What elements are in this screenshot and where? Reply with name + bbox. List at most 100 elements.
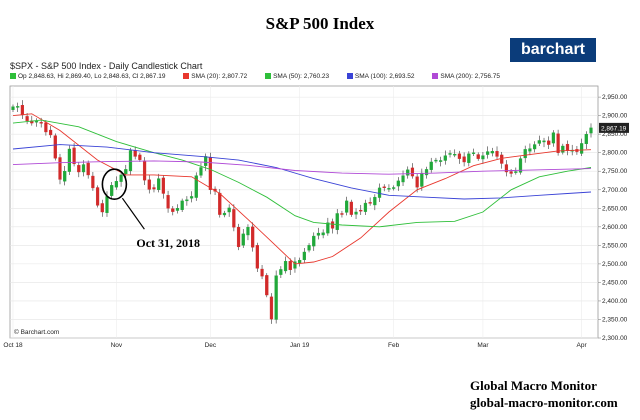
candle-body: [556, 133, 560, 153]
candle-body: [396, 180, 400, 187]
candle-body: [16, 106, 20, 108]
candle-body: [114, 181, 118, 188]
candle-body: [495, 151, 499, 157]
chart-title: $SPX - S&P 500 Index - Daily Candlestick…: [10, 61, 203, 71]
candle-body: [208, 156, 212, 190]
candle-body: [180, 200, 184, 210]
candle-body: [584, 133, 588, 145]
candle-body: [457, 153, 462, 159]
candle-body: [326, 222, 330, 234]
candle-body: [420, 172, 424, 187]
legend-sma-20: SMA (20): 2,807.72: [183, 73, 247, 80]
candle-body: [227, 207, 231, 213]
sma-line: [12, 144, 592, 200]
candle-body: [128, 150, 133, 172]
candle-body: [34, 121, 39, 123]
candle-body: [86, 162, 90, 176]
candle-body: [392, 187, 396, 189]
candle-body: [448, 153, 452, 155]
x-tick-label: Oct 18: [3, 342, 23, 349]
x-tick-label: Nov: [111, 342, 123, 349]
candle-body: [142, 160, 147, 181]
candle-body: [533, 144, 537, 150]
candle-body: [518, 158, 523, 173]
candle-body: [561, 145, 565, 153]
legend-sma-200: SMA (200): 2,756.75: [432, 73, 500, 80]
candle-body: [63, 171, 67, 182]
x-tick-label: Jan 19: [290, 342, 310, 349]
y-tick-label: 2,900.00: [602, 113, 628, 120]
candle-body: [443, 155, 447, 161]
candle-body: [110, 185, 114, 196]
candle-body: [67, 148, 71, 172]
candle-body: [91, 175, 95, 189]
y-tick-label: 2,500.00: [602, 261, 628, 268]
candle-body: [490, 151, 494, 154]
candle-body: [434, 159, 438, 162]
candle-body: [302, 251, 306, 261]
candle-body: [410, 167, 415, 177]
candle-body: [359, 209, 363, 212]
candle-body: [48, 129, 53, 136]
candle-body: [175, 208, 180, 211]
candle-body: [415, 176, 419, 188]
y-tick-label: 2,850.00: [602, 131, 628, 138]
y-tick-label: 2,650.00: [602, 205, 628, 212]
candle-body: [429, 161, 433, 170]
candle-body: [152, 187, 156, 190]
candle-body: [565, 143, 570, 151]
candle-body: [377, 187, 382, 198]
candle-body: [293, 261, 297, 269]
candle-body: [471, 152, 476, 154]
candle-body: [171, 208, 175, 212]
candle-body: [72, 147, 76, 165]
candle-body: [453, 153, 457, 156]
candle-body: [349, 201, 353, 215]
candle-body: [222, 212, 227, 216]
y-tick-label: 2,550.00: [602, 242, 628, 249]
candle-body: [189, 196, 194, 199]
candle-body: [500, 154, 504, 164]
candle-body: [39, 122, 43, 124]
sma-line: [12, 113, 592, 265]
y-tick-label: 2,450.00: [602, 279, 628, 286]
candle-body: [204, 156, 208, 166]
candle-body: [481, 155, 485, 160]
price-tag: [599, 122, 629, 133]
candle-body: [579, 143, 584, 154]
plot-area: [9, 85, 599, 339]
candle-body: [504, 164, 509, 173]
candle-body: [138, 154, 142, 160]
candle-body: [53, 135, 57, 159]
candle-body: [11, 106, 15, 110]
candle-body: [354, 211, 358, 215]
candle-body: [77, 165, 81, 173]
candle-body: [251, 226, 255, 248]
candle-body: [382, 186, 386, 189]
candle-body: [255, 245, 259, 269]
candle-body: [486, 151, 490, 155]
y-tick-label: 2,350.00: [602, 316, 628, 323]
candle-body: [345, 200, 349, 213]
x-tick-label: Dec: [205, 342, 217, 349]
legend-sma-100: SMA (100): 2,693.52: [346, 73, 415, 80]
candle-body: [157, 178, 161, 190]
candle-body: [279, 269, 283, 275]
candle-body: [542, 140, 546, 143]
candle-body: [547, 140, 551, 145]
candle-body: [509, 171, 513, 174]
candle-body: [241, 233, 245, 246]
ohlc-readout: Op 2,848.63, Hi 2,869.40, Lo 2,848.63, C…: [10, 73, 165, 80]
candle-body: [523, 149, 527, 159]
candle-body: [81, 164, 86, 173]
y-tick-label: 2,950.00: [602, 94, 628, 101]
candle-body: [462, 156, 466, 163]
candle-body: [105, 196, 109, 213]
y-tick-label: 2,750.00: [602, 168, 628, 175]
candle-body: [424, 169, 429, 176]
source-label: © Barchart.com: [14, 328, 59, 336]
annotation-label: Oct 31, 2018: [136, 236, 200, 250]
candle-body: [274, 275, 278, 320]
candle-body: [467, 153, 471, 163]
candle-body: [406, 169, 410, 176]
